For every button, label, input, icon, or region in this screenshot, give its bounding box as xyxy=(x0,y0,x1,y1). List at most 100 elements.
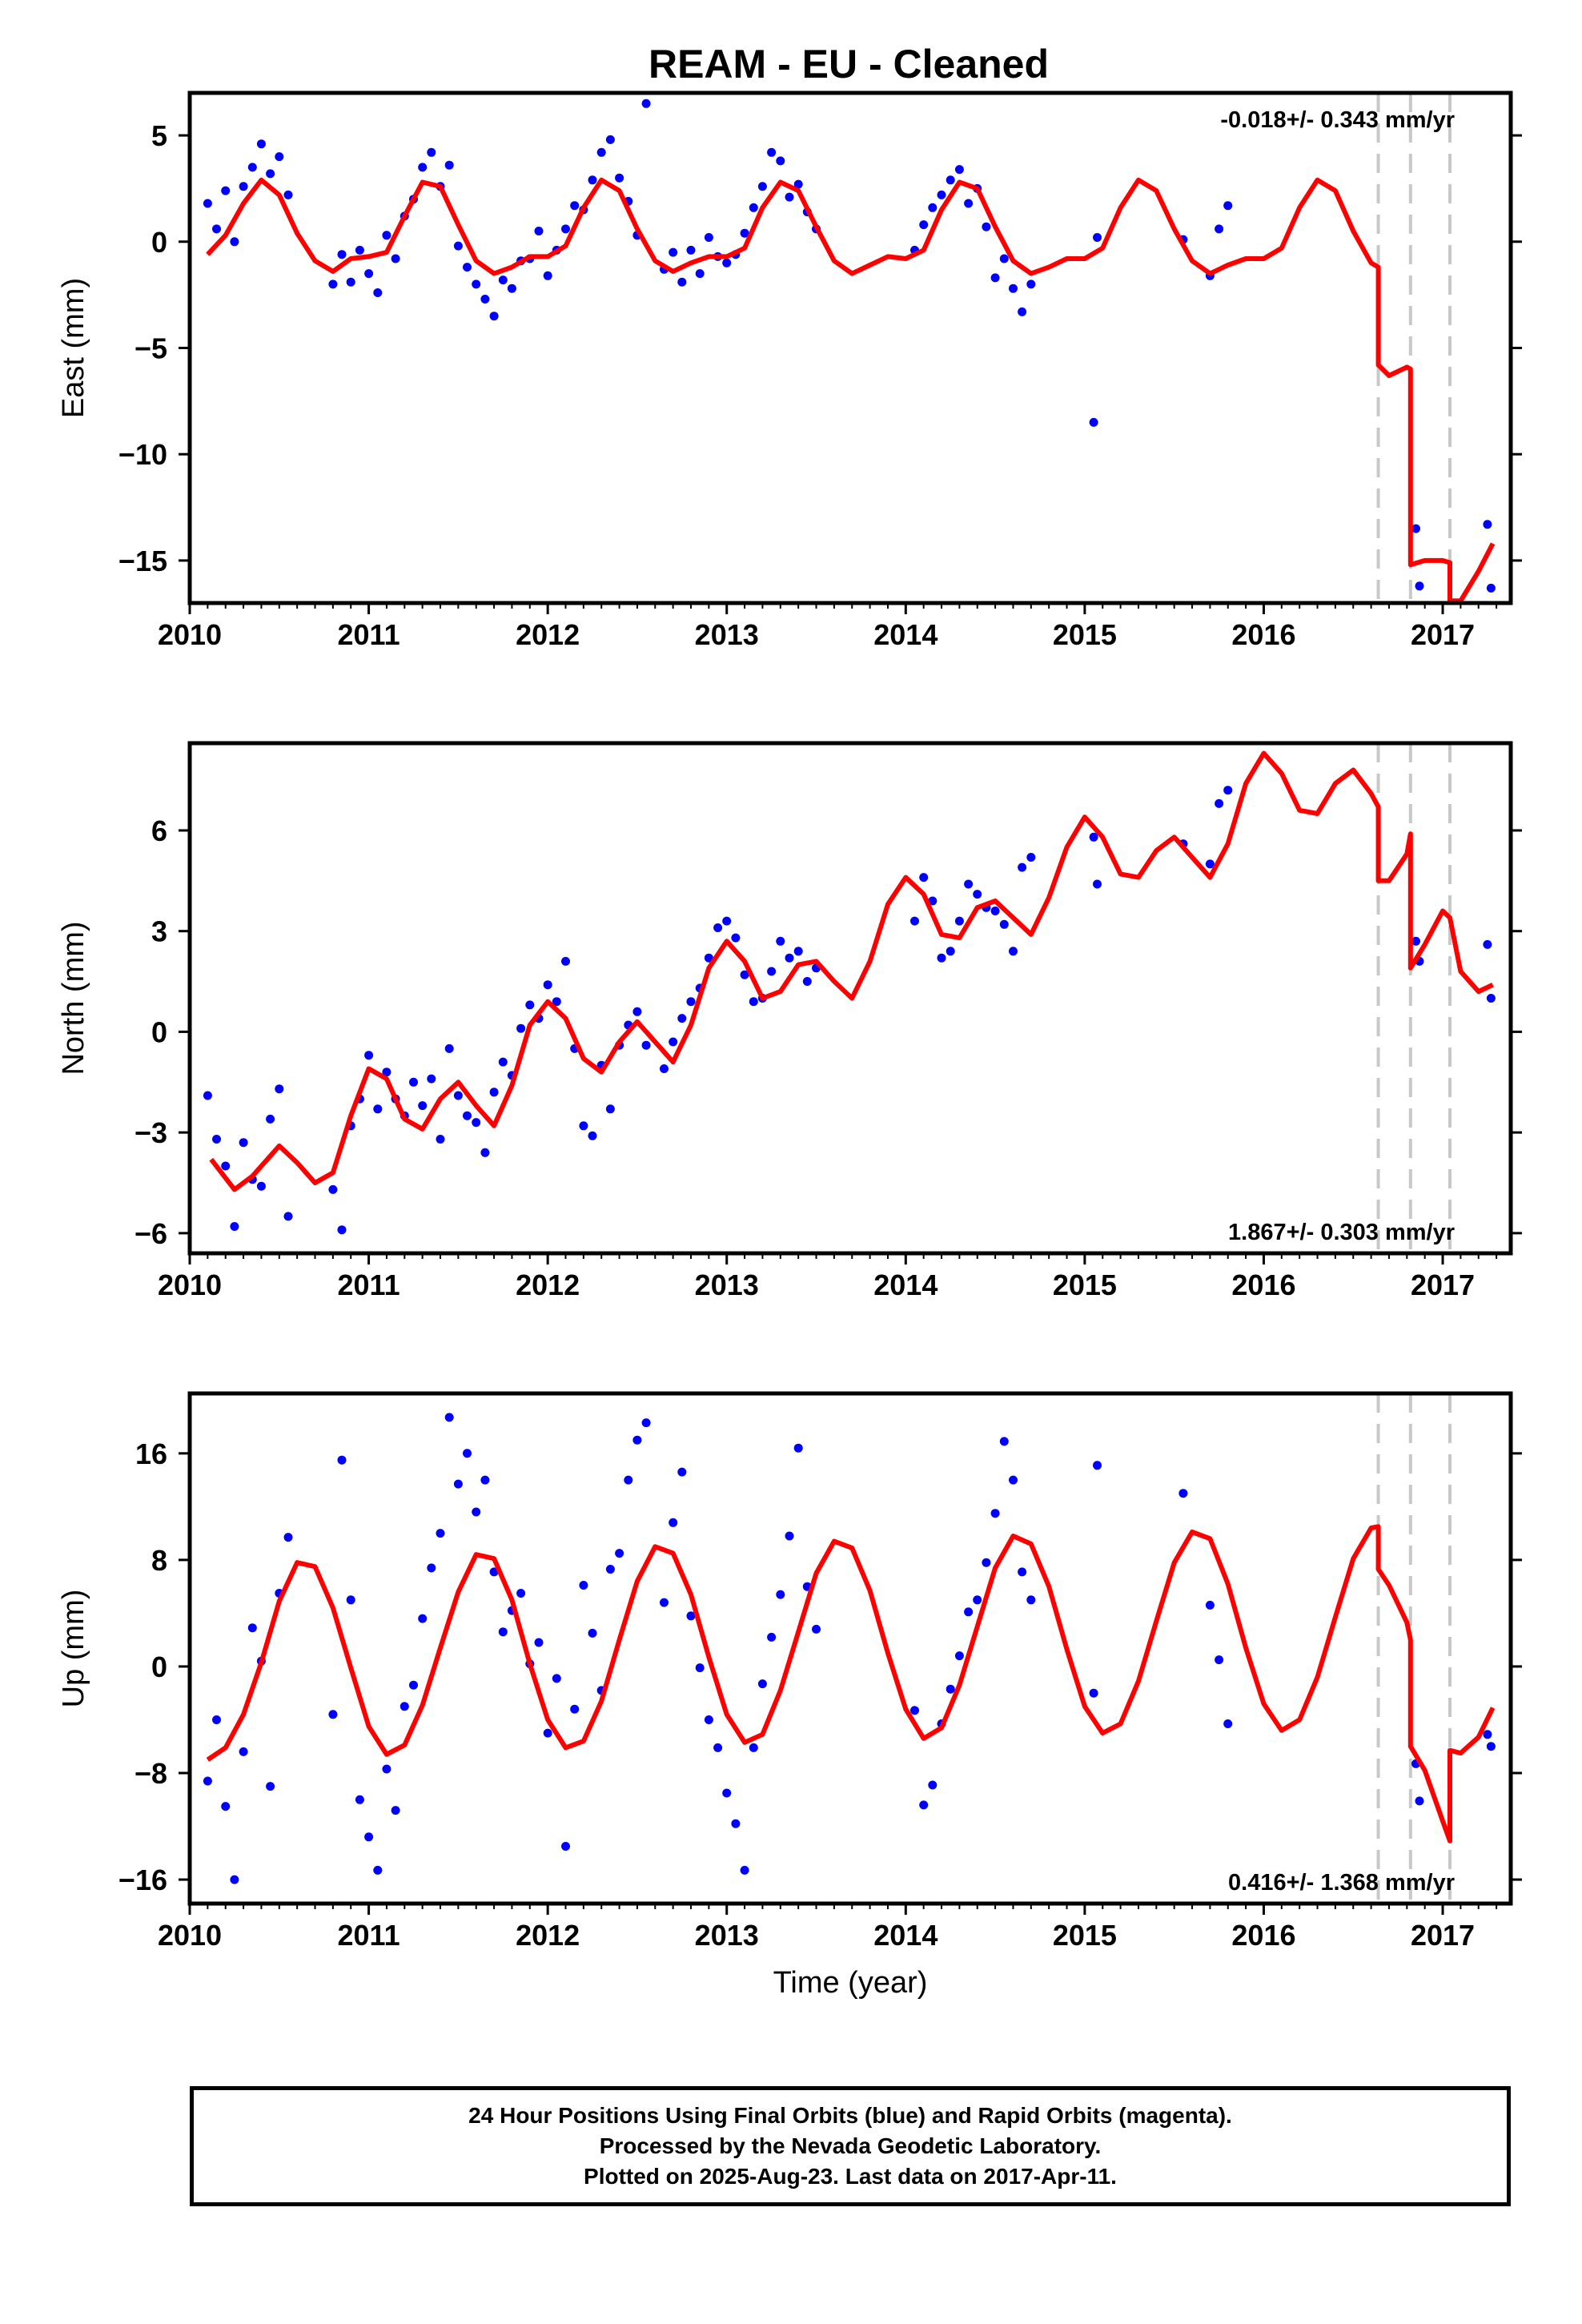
north-y-tick-label: 6 xyxy=(151,814,167,847)
footer-caption: 24 Hour Positions Using Final Orbits (bl… xyxy=(190,2086,1511,2206)
up-data-point xyxy=(552,1674,561,1683)
up-data-point xyxy=(472,1507,481,1517)
up-data-point xyxy=(954,1651,964,1661)
north-x-tick-label: 2013 xyxy=(695,1269,759,1301)
north-data-point xyxy=(740,970,749,979)
north-data-point xyxy=(1018,862,1027,872)
north-data-point xyxy=(946,947,955,956)
north-data-point xyxy=(212,1135,221,1144)
up-data-point xyxy=(534,1638,544,1647)
east-y-tick-label: 0 xyxy=(151,226,167,259)
up-data-point xyxy=(946,1684,955,1694)
east-data-point xyxy=(472,279,481,289)
north-data-point xyxy=(749,997,758,1007)
east-data-point xyxy=(919,220,929,230)
east-x-tick-label: 2012 xyxy=(516,618,580,651)
north-data-point xyxy=(641,1040,651,1050)
up-data-point xyxy=(409,1680,418,1690)
east-data-point xyxy=(507,283,516,293)
east-y-axis-label: East (mm) xyxy=(57,278,90,418)
up-data-point xyxy=(910,1706,919,1715)
east-data-point xyxy=(1486,583,1496,593)
north-data-point xyxy=(990,907,1000,915)
east-data-point xyxy=(275,152,284,162)
east-plot-area xyxy=(190,93,1511,603)
north-data-point xyxy=(767,967,777,976)
north-data-point xyxy=(669,1037,678,1047)
up-data-point xyxy=(982,1558,991,1567)
north-data-point xyxy=(498,1057,508,1067)
east-data-point xyxy=(695,269,705,279)
up-data-point xyxy=(561,1842,570,1851)
north-data-point xyxy=(999,919,1009,929)
north-data-point xyxy=(686,997,696,1007)
north-data-point xyxy=(1486,994,1496,1003)
east-x-tick-label: 2014 xyxy=(873,618,938,651)
footer-line-1: 24 Hour Positions Using Final Orbits (bl… xyxy=(468,2103,1232,2128)
up-data-point xyxy=(605,1565,615,1574)
up-data-point xyxy=(615,1549,624,1558)
north-data-point xyxy=(660,1064,669,1073)
north-data-point xyxy=(337,1225,347,1235)
up-data-point xyxy=(624,1475,633,1485)
up-data-point xyxy=(212,1715,221,1724)
east-data-point xyxy=(928,203,938,212)
up-data-point xyxy=(749,1743,758,1752)
north-data-point xyxy=(964,879,974,889)
up-panel: 2010 2011 2012 2013 2014 2015 2016 2017 16 8 0 −8 −1… xyxy=(57,1391,1522,2000)
up-data-point xyxy=(757,1679,767,1689)
north-y-tick-label: 3 xyxy=(151,915,167,948)
east-data-point xyxy=(1026,279,1036,289)
up-data-point xyxy=(453,1479,463,1489)
north-data-point xyxy=(1009,947,1018,956)
north-data-point xyxy=(793,947,803,956)
east-data-point xyxy=(355,245,364,255)
east-data-point xyxy=(364,269,374,279)
up-x-tick-label: 2015 xyxy=(1053,1919,1117,1952)
east-data-point xyxy=(990,273,1000,283)
north-data-point xyxy=(543,980,552,990)
up-x-tick-label: 2016 xyxy=(1231,1919,1295,1952)
north-data-point xyxy=(588,1131,597,1140)
east-data-point xyxy=(1093,233,1102,242)
up-data-point xyxy=(669,1518,678,1527)
north-x-tick-label: 2016 xyxy=(1231,1269,1295,1301)
north-data-point xyxy=(275,1084,284,1094)
up-data-point xyxy=(641,1418,651,1428)
up-data-point xyxy=(480,1475,490,1485)
up-y-axis-label: Up (mm) xyxy=(57,1590,90,1708)
up-data-point xyxy=(203,1776,212,1786)
east-data-point xyxy=(212,224,221,234)
north-data-point xyxy=(1205,859,1215,869)
up-data-point xyxy=(660,1598,669,1607)
up-data-point xyxy=(247,1623,257,1633)
east-data-point xyxy=(999,254,1009,263)
up-x-tick-label: 2014 xyxy=(873,1919,938,1952)
north-panel: 2010 2011 2012 2013 2014 2015 2016 2017 6 3 0 −3 −6 N… xyxy=(57,741,1522,1301)
north-data-point xyxy=(1223,786,1233,795)
north-data-point xyxy=(436,1135,445,1144)
north-data-point xyxy=(928,896,938,906)
east-data-point xyxy=(203,199,212,208)
up-y-tick-label: −16 xyxy=(118,1864,167,1896)
up-data-point xyxy=(266,1782,275,1791)
up-y-tick-label: 8 xyxy=(151,1544,167,1577)
east-data-point xyxy=(1223,201,1233,211)
up-data-point xyxy=(489,1567,499,1577)
east-data-point xyxy=(418,163,428,172)
up-data-point xyxy=(570,1704,580,1714)
up-x-tick-label: 2012 xyxy=(516,1919,580,1952)
footer-line-3: Plotted on 2025-Aug-23. Last data on 201… xyxy=(584,2164,1117,2189)
east-data-point xyxy=(1215,224,1224,234)
north-x-tick-label: 2014 xyxy=(873,1269,938,1301)
north-x-tick-label: 2017 xyxy=(1411,1269,1475,1301)
east-data-point xyxy=(337,250,347,259)
east-data-point xyxy=(543,271,552,280)
north-data-point xyxy=(480,1148,490,1157)
up-data-point xyxy=(1089,1688,1098,1698)
north-x-tick-label: 2012 xyxy=(516,1269,580,1301)
east-data-point xyxy=(686,245,696,255)
up-data-point xyxy=(767,1632,777,1642)
up-frame xyxy=(187,1391,1513,1906)
